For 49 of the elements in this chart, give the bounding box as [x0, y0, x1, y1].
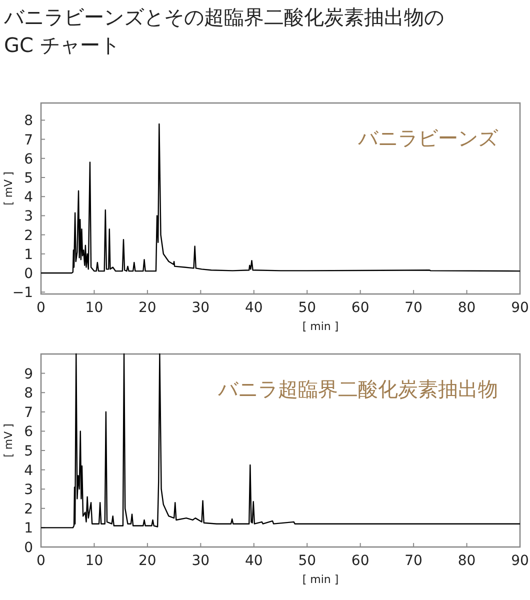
- y-tick-label: 9: [24, 366, 33, 382]
- x-tick-label: 10: [85, 553, 104, 569]
- x-tick-label: 40: [244, 553, 263, 569]
- y-tick-label: −1: [12, 285, 33, 302]
- y-tick-label: 6: [24, 151, 34, 168]
- line-series: [40, 123, 521, 274]
- x-tick-label: 10: [85, 300, 104, 316]
- y-tick-label: 3: [24, 208, 33, 225]
- line-series: [40, 353, 521, 528]
- x-axis-title: [ min ]: [302, 320, 339, 333]
- x-tick-label: 70: [404, 300, 422, 316]
- x-tick-label: 30: [192, 553, 210, 569]
- y-tick-label: 7: [24, 132, 33, 148]
- y-tick-label: 2: [24, 501, 33, 518]
- x-axis-title: [ min ]: [302, 573, 339, 586]
- x-tick-label: 50: [298, 553, 316, 569]
- x-tick-label: 30: [192, 300, 210, 316]
- x-tick-label: 20: [138, 300, 156, 316]
- y-tick-label: 5: [24, 444, 33, 460]
- y-tick-label: 0: [24, 266, 33, 282]
- y-tick-label: 4: [24, 462, 34, 479]
- x-tick-label: 70: [404, 553, 422, 569]
- x-tick-label: 0: [36, 300, 46, 316]
- chart-title: バニラビーンズとその超臨界二酸化炭素抽出物の GC チャート: [3, 5, 444, 57]
- y-tick-label: 8: [24, 113, 33, 130]
- annotation: バニラビーンズ: [357, 126, 499, 150]
- y-axis-title: [ mV ]: [2, 172, 15, 206]
- y-tick-label: 8: [24, 386, 33, 402]
- x-tick-label: 60: [351, 300, 370, 316]
- x-tick-label: 20: [138, 553, 156, 569]
- y-tick-label: 3: [24, 482, 33, 498]
- x-tick-label: 50: [298, 300, 316, 316]
- annotation: バニラ超臨界二酸化炭素抽出物: [217, 377, 498, 401]
- x-tick-label: 90: [511, 553, 529, 569]
- y-tick-label: 1: [24, 246, 33, 263]
- y-tick-label: 2: [24, 228, 33, 244]
- x-tick-label: 90: [511, 300, 529, 316]
- y-tick-label: 7: [24, 404, 33, 421]
- y-tick-label: 4: [24, 190, 34, 206]
- y-axis-title: [ mV ]: [2, 424, 15, 458]
- y-tick-label: 0: [24, 540, 33, 556]
- x-tick-label: 0: [36, 553, 46, 569]
- x-tick-label: 80: [458, 553, 476, 569]
- y-tick-label: 6: [24, 424, 34, 440]
- y-tick-label: 1: [24, 520, 33, 537]
- y-tick-label: 5: [24, 170, 33, 186]
- x-tick-label: 80: [458, 300, 476, 316]
- x-tick-label: 60: [351, 553, 370, 569]
- x-tick-label: 40: [244, 300, 263, 316]
